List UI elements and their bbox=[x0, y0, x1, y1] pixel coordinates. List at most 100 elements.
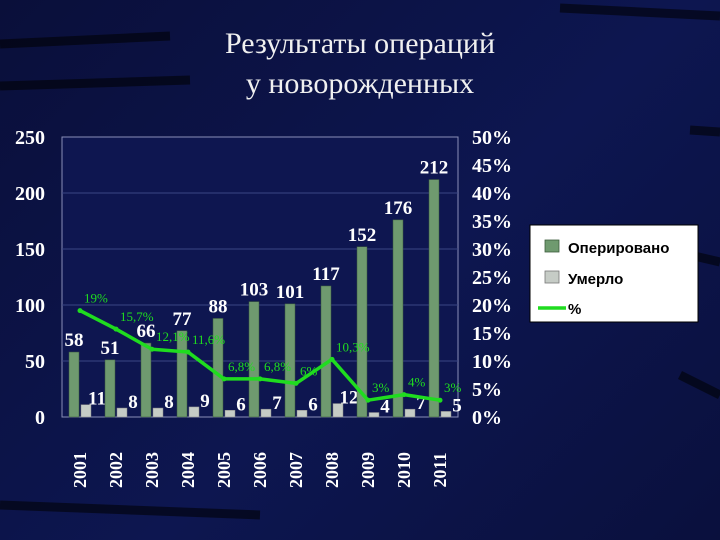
line-point-percent bbox=[149, 346, 155, 352]
data-label-percent: 10,3% bbox=[336, 339, 370, 354]
x-tick-label: 2003 bbox=[142, 452, 162, 488]
x-tick-label: 2010 bbox=[394, 452, 414, 488]
data-label-died: 7 bbox=[272, 393, 282, 414]
y-left-tick-label: 250 bbox=[15, 127, 45, 149]
y-left-tick-label: 50 bbox=[25, 351, 45, 373]
line-point-percent bbox=[185, 349, 191, 355]
y-right-tick-label: 35% bbox=[472, 211, 512, 233]
y-right-tick-label: 25% bbox=[472, 267, 512, 289]
data-label-percent: 4% bbox=[408, 375, 426, 390]
y-left-tick-label: 200 bbox=[15, 183, 45, 205]
data-label-died: 6 bbox=[236, 394, 246, 415]
data-label-operated: 117 bbox=[312, 264, 340, 285]
data-label-operated: 88 bbox=[209, 296, 228, 317]
x-tick-label: 2001 bbox=[70, 452, 90, 488]
slide-title-line-2: у новорожденных bbox=[245, 67, 475, 100]
data-label-percent: 11,6% bbox=[192, 332, 225, 347]
y-right-tick-label: 40% bbox=[472, 183, 512, 205]
bar-operated bbox=[428, 179, 440, 418]
data-label-percent: 6,8% bbox=[228, 359, 255, 374]
data-label-operated: 66 bbox=[137, 321, 156, 342]
line-point-percent bbox=[293, 380, 299, 386]
data-label-percent: 12,1% bbox=[156, 329, 190, 344]
y-right-tick-label: 0% bbox=[472, 407, 502, 429]
bar-operated bbox=[392, 219, 404, 418]
y-right-tick-label: 50% bbox=[472, 127, 512, 149]
bar-operated bbox=[104, 359, 116, 418]
data-label-percent: 15,7% bbox=[120, 309, 154, 324]
bar-died bbox=[188, 406, 200, 418]
data-label-percent: 6,8% bbox=[264, 359, 291, 374]
x-tick-label: 2011 bbox=[430, 452, 450, 487]
data-label-died: 9 bbox=[200, 391, 210, 412]
slide-title: Результаты операций у новорожденных bbox=[0, 24, 720, 104]
bar-operated bbox=[356, 246, 368, 418]
y-right-tick-label: 45% bbox=[472, 155, 512, 177]
line-point-percent bbox=[401, 392, 407, 398]
bar-operated bbox=[248, 301, 260, 418]
y-right-tick-label: 15% bbox=[472, 323, 512, 345]
x-tick-label: 2005 bbox=[214, 452, 234, 488]
data-label-operated: 77 bbox=[173, 309, 193, 330]
line-point-percent bbox=[437, 397, 443, 403]
line-point-percent bbox=[257, 376, 263, 382]
data-label-operated: 103 bbox=[240, 280, 269, 301]
data-label-operated: 58 bbox=[65, 330, 84, 351]
legend-swatch-operated bbox=[544, 239, 560, 253]
y-right-tick-label: 5% bbox=[472, 379, 502, 401]
x-tick-label: 2002 bbox=[106, 452, 126, 488]
x-tick-label: 2004 bbox=[178, 452, 198, 488]
bar-operated bbox=[176, 330, 188, 418]
data-label-percent: 3% bbox=[444, 380, 462, 395]
data-label-operated: 152 bbox=[348, 225, 377, 246]
data-label-operated: 51 bbox=[101, 338, 120, 359]
data-label-died: 6 bbox=[308, 394, 318, 415]
data-label-operated: 176 bbox=[384, 198, 413, 219]
data-label-operated: 101 bbox=[276, 282, 305, 303]
data-label-percent: 19% bbox=[84, 291, 108, 306]
y-right-tick-label: 20% bbox=[472, 295, 512, 317]
line-point-percent bbox=[221, 376, 227, 382]
data-label-percent: 6% bbox=[300, 363, 318, 378]
bar-died bbox=[224, 410, 236, 418]
data-label-died: 8 bbox=[128, 392, 138, 413]
line-point-percent bbox=[365, 397, 371, 403]
bar-died bbox=[260, 408, 272, 418]
bar-died bbox=[332, 403, 344, 418]
bar-died bbox=[80, 404, 92, 418]
x-tick-label: 2007 bbox=[286, 452, 306, 488]
data-label-died: 5 bbox=[452, 395, 462, 416]
bar-operated bbox=[320, 285, 332, 418]
y-left-tick-label: 100 bbox=[15, 295, 45, 317]
data-label-died: 8 bbox=[164, 392, 174, 413]
legend-label: Оперировано bbox=[568, 240, 669, 257]
bar-operated bbox=[212, 318, 224, 418]
data-label-operated: 212 bbox=[420, 158, 449, 179]
x-tick-label: 2006 bbox=[250, 452, 270, 488]
y-right-tick-label: 30% bbox=[472, 239, 512, 261]
slide-title-line-1: Результаты операций bbox=[224, 27, 495, 60]
bar-died bbox=[296, 410, 308, 418]
bar-died bbox=[440, 411, 452, 418]
y-left-tick-label: 0 bbox=[35, 407, 45, 429]
data-label-percent: 3% bbox=[372, 380, 390, 395]
legend-label: % bbox=[568, 301, 581, 318]
bar-died bbox=[368, 412, 380, 418]
y-right-tick-label: 10% bbox=[472, 351, 512, 373]
data-label-died: 12 bbox=[340, 388, 359, 409]
bar-operated bbox=[284, 303, 296, 418]
y-left-tick-label: 150 bbox=[15, 239, 45, 261]
bar-operated bbox=[140, 342, 152, 418]
x-tick-label: 2008 bbox=[322, 452, 342, 488]
data-label-died: 11 bbox=[88, 389, 106, 410]
bar-died bbox=[404, 408, 416, 418]
bar-died bbox=[116, 407, 128, 418]
x-tick-label: 2009 bbox=[358, 452, 378, 488]
line-point-percent bbox=[329, 356, 335, 362]
line-point-percent bbox=[113, 326, 119, 332]
data-label-died: 4 bbox=[380, 397, 390, 418]
line-point-percent bbox=[77, 308, 83, 314]
legend-swatch-died bbox=[544, 270, 560, 284]
plot-area bbox=[61, 136, 459, 418]
